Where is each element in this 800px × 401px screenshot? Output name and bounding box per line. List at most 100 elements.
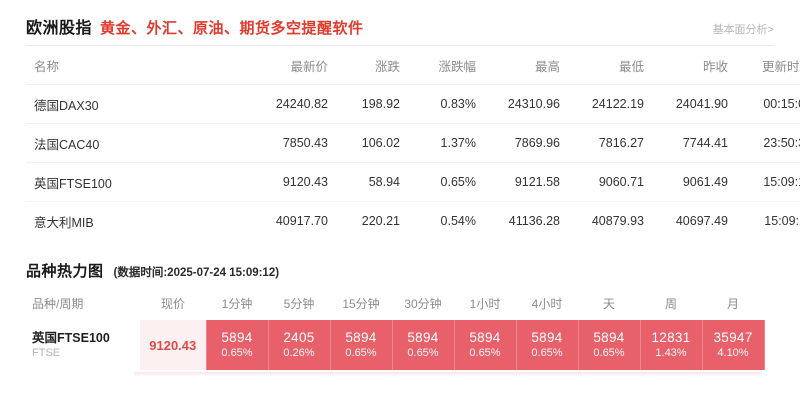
row-last: 7850.43: [244, 123, 328, 163]
heatmap-cell-value: 5894: [593, 330, 625, 345]
row-prev-close: 24041.90: [644, 84, 728, 124]
heatmap-cell-30m[interactable]: 5894 0.65%: [391, 320, 455, 370]
heat-col-header-5m[interactable]: 5分钟: [283, 296, 315, 311]
heatmap-cell-4h[interactable]: 5894 0.65%: [515, 320, 579, 370]
heatmap-row-label: 英国FTSE100 FTSE: [26, 320, 140, 370]
heatmap-cell-value: 5894: [345, 330, 377, 345]
heatmap-row[interactable]: 英国FTSE100 FTSE 9120.43 5894 0.65% 2405 0…: [26, 320, 765, 370]
heat-col-header-4h[interactable]: 4小时: [531, 296, 563, 311]
heatmap-table-body: 英国FTSE100 FTSE 9120.43 5894 0.65% 2405 0…: [26, 320, 765, 370]
heatmap-cell-pct: 0.65%: [593, 347, 625, 359]
row-change-pct: 0.65%: [400, 162, 476, 202]
heatmap-header-row: 品种/周期 现价 1分钟 5分钟 15分钟 30分钟 1小时 4小时 天 周 月: [26, 286, 764, 320]
page-title: 欧洲股指: [26, 20, 93, 37]
col-header-prev-close[interactable]: 昨收: [644, 46, 728, 85]
row-high: 24310.96: [476, 84, 560, 124]
heat-col-header-week[interactable]: 周: [664, 296, 677, 311]
heatmap-cell-value: 5894: [469, 330, 501, 345]
heat-col-header-variety[interactable]: 品种/周期: [32, 296, 84, 311]
heat-col-header-30m[interactable]: 30分钟: [404, 296, 442, 311]
european-indices-table: 名称 最新价 涨跌 涨跌幅 最高 最低 昨收 更新时间 德国DAX30 2424…: [26, 46, 800, 240]
heatmap-cell-pct: 0.65%: [221, 347, 253, 359]
heatmap-cell-pct: 0.65%: [469, 347, 501, 359]
row-change-pct: 0.83%: [400, 84, 476, 124]
heatmap-cell-5m[interactable]: 2405 0.26%: [267, 320, 331, 370]
heatmap-cell-value: 12831: [651, 330, 691, 345]
row-change: 106.02: [328, 123, 400, 163]
heat-col-header-1h[interactable]: 1小时: [469, 296, 501, 311]
heatmap-cell-value: 5894: [221, 330, 253, 345]
heatmap-bottom-shadow: [134, 372, 762, 377]
quotes-table-head: 名称 最新价 涨跌 涨跌幅 最高 最低 昨收 更新时间: [26, 46, 800, 85]
row-last: 24240.82: [244, 84, 328, 124]
quotes-section-header: 欧洲股指 黄金、外汇、原油、期货多空提醒软件 基本面分析>: [0, 14, 800, 40]
heat-col-header-day[interactable]: 天: [602, 296, 615, 311]
col-header-low[interactable]: 最低: [560, 46, 644, 85]
quotes-table-body: 德国DAX30 24240.82 198.92 0.83% 24310.96 2…: [26, 84, 800, 241]
heatmap-cell-day[interactable]: 5894 0.65%: [577, 320, 641, 370]
heat-col-header-price[interactable]: 现价: [160, 296, 185, 311]
col-header-name[interactable]: 名称: [26, 46, 244, 85]
col-header-update-time[interactable]: 更新时间: [728, 46, 800, 85]
row-change: 58.94: [328, 162, 400, 202]
fundamental-analysis-link[interactable]: 基本面分析>: [712, 24, 774, 36]
heatmap-title: 品种热力图: [26, 263, 104, 280]
table-row[interactable]: 法国CAC40 7850.43 106.02 1.37% 7869.96 781…: [26, 123, 800, 163]
header-divider: [26, 45, 774, 46]
heatmap-cell-pct: 0.65%: [531, 347, 563, 359]
heatmap-section-header: 品种热力图 (数据时间:2025-07-24 15:09:12): [0, 260, 800, 282]
heatmap-cell-pct: 0.65%: [407, 347, 439, 359]
heatmap-cell-value: 2405: [283, 330, 315, 345]
row-high: 7869.96: [476, 123, 560, 163]
row-change-pct: 0.54%: [440, 214, 476, 228]
row-change: 198.92: [328, 84, 400, 124]
row-high: 9121.58: [476, 162, 560, 202]
row-high: 41136.28: [508, 214, 560, 228]
row-change: 220.21: [361, 214, 400, 228]
page-subtitle-promo: 黄金、外汇、原油、期货多空提醒软件: [100, 20, 364, 37]
row-low: 40879.93: [591, 214, 644, 228]
variety-heatmap-table: 品种/周期 现价 1分钟 5分钟 15分钟 30分钟 1小时 4小时 天 周 月…: [26, 286, 765, 370]
row-last: 9120.43: [244, 162, 328, 202]
heatmap-cell-1m[interactable]: 5894 0.65%: [205, 320, 269, 370]
heatmap-cell-15m[interactable]: 5894 0.65%: [329, 320, 393, 370]
col-header-change[interactable]: 涨跌: [328, 46, 400, 85]
col-header-change-pct[interactable]: 涨跌幅: [400, 46, 476, 85]
table-row[interactable]: 英国FTSE100 9120.43 58.94 0.65% 9121.58 90…: [26, 162, 800, 202]
heatmap-cell-1h[interactable]: 5894 0.65%: [453, 320, 517, 370]
row-update-time: 15:09:15: [728, 162, 800, 202]
row-update-time: 23:50:33: [728, 123, 800, 163]
row-change-pct: 1.37%: [400, 123, 476, 163]
row-last: 40917.70: [275, 214, 328, 228]
table-row[interactable]: 德国DAX30 24240.82 198.92 0.83% 24310.96 2…: [26, 84, 800, 124]
row-update-time: 00:15:01: [728, 84, 800, 124]
row-name: 英国FTSE100: [26, 162, 244, 202]
table-row[interactable]: 意大利MIB 40917.70 220.21 0.54% 41136.28 40…: [26, 202, 800, 241]
heat-col-header-month[interactable]: 月: [726, 296, 739, 311]
row-name: 法国CAC40: [26, 123, 244, 163]
row-low: 9060.71: [560, 162, 644, 202]
heatmap-cell-pct: 1.43%: [655, 347, 687, 359]
row-name: 意大利MIB: [34, 215, 94, 230]
row-update-time: 15:09:11: [764, 214, 800, 228]
heat-col-header-15m[interactable]: 15分钟: [342, 296, 380, 311]
heatmap-cell-pct: 0.65%: [345, 347, 377, 359]
heatmap-table-head: 品种/周期 现价 1分钟 5分钟 15分钟 30分钟 1小时 4小时 天 周 月: [26, 286, 764, 320]
row-prev-close: 7744.41: [644, 123, 728, 163]
heatmap-data-time: (数据时间:2025-07-24 15:09:12): [113, 267, 280, 279]
heatmap-cell-pct: 0.26%: [283, 347, 315, 359]
heatmap-cell-week[interactable]: 12831 1.43%: [639, 320, 703, 370]
col-header-high[interactable]: 最高: [476, 46, 560, 85]
heatmap-cell-month[interactable]: 35947 4.10%: [701, 320, 765, 370]
row-low: 24122.19: [560, 84, 644, 124]
row-prev-close: 9061.49: [644, 162, 728, 202]
row-prev-close: 40697.49: [675, 214, 728, 228]
heatmap-instrument-code: FTSE: [32, 346, 61, 359]
heatmap-cell-pct: 4.10%: [717, 347, 749, 359]
col-header-last[interactable]: 最新价: [244, 46, 328, 85]
heatmap-cell-value: 35947: [713, 330, 753, 345]
quotes-header-row: 名称 最新价 涨跌 涨跌幅 最高 最低 昨收 更新时间: [26, 46, 800, 85]
heatmap-cell-value: 5894: [531, 330, 563, 345]
heat-col-header-1m[interactable]: 1分钟: [221, 296, 253, 311]
